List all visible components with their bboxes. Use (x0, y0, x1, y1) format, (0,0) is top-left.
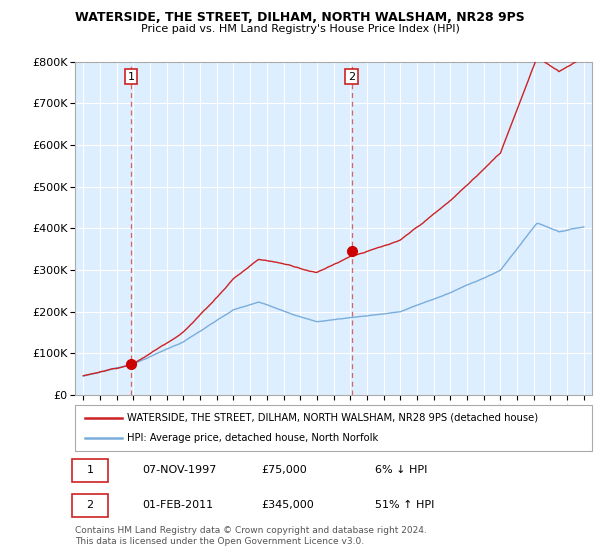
FancyBboxPatch shape (73, 494, 107, 517)
Text: WATERSIDE, THE STREET, DILHAM, NORTH WALSHAM, NR28 9PS (detached house): WATERSIDE, THE STREET, DILHAM, NORTH WAL… (127, 413, 538, 423)
Text: 07-NOV-1997: 07-NOV-1997 (142, 465, 217, 475)
Text: 2: 2 (348, 72, 355, 82)
Text: HPI: Average price, detached house, North Norfolk: HPI: Average price, detached house, Nort… (127, 433, 378, 443)
FancyBboxPatch shape (73, 459, 107, 482)
Text: 1: 1 (127, 72, 134, 82)
Text: 1: 1 (86, 465, 94, 475)
Text: WATERSIDE, THE STREET, DILHAM, NORTH WALSHAM, NR28 9PS: WATERSIDE, THE STREET, DILHAM, NORTH WAL… (75, 11, 525, 24)
Text: £75,000: £75,000 (261, 465, 307, 475)
Text: £345,000: £345,000 (261, 500, 314, 510)
Text: Contains HM Land Registry data © Crown copyright and database right 2024.
This d: Contains HM Land Registry data © Crown c… (75, 526, 427, 546)
Text: 51% ↑ HPI: 51% ↑ HPI (375, 500, 434, 510)
Text: Price paid vs. HM Land Registry's House Price Index (HPI): Price paid vs. HM Land Registry's House … (140, 24, 460, 34)
Text: 01-FEB-2011: 01-FEB-2011 (142, 500, 214, 510)
Text: 6% ↓ HPI: 6% ↓ HPI (375, 465, 427, 475)
Text: 2: 2 (86, 500, 94, 510)
